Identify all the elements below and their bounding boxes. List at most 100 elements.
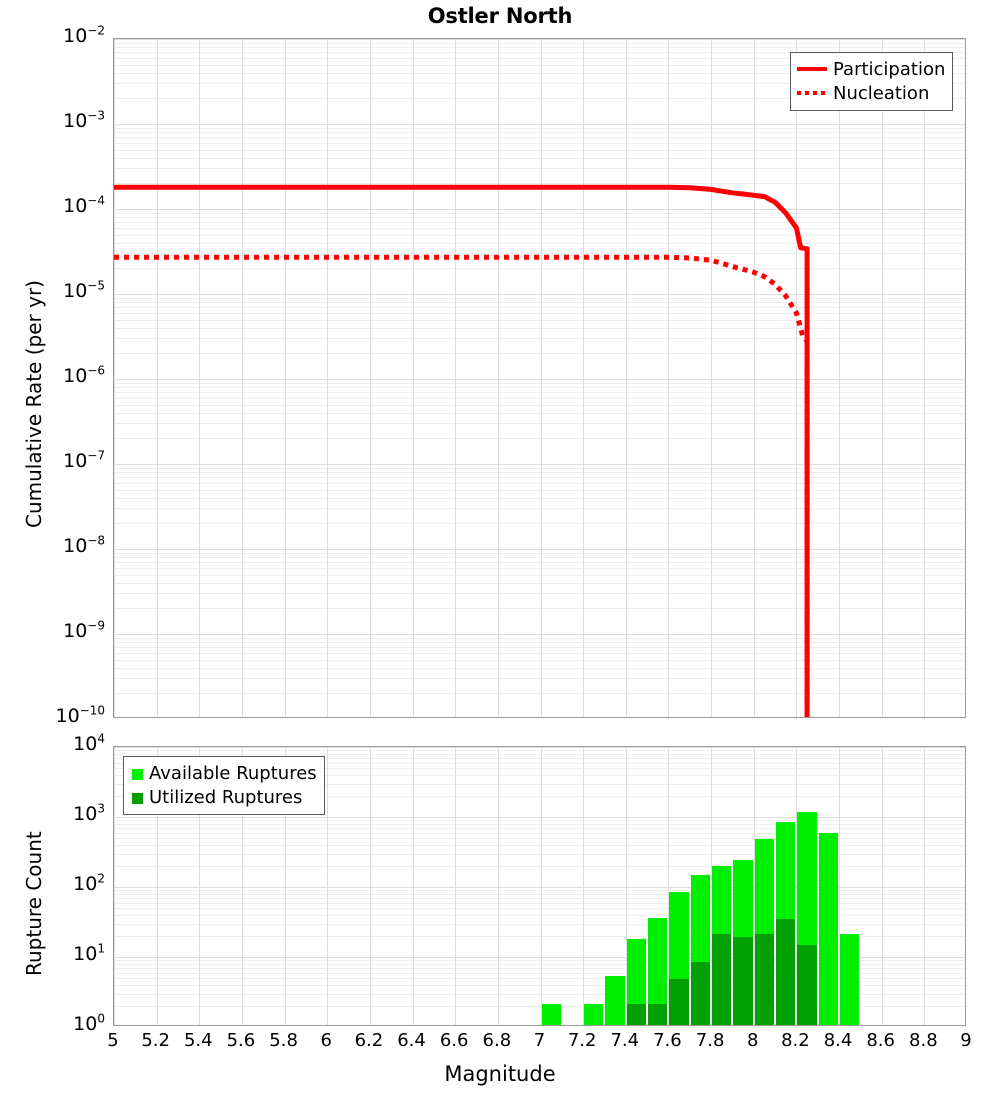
gridline <box>455 747 456 1025</box>
gridline <box>114 668 965 669</box>
x-tick-label: 6 <box>320 1030 332 1051</box>
utilized-ruptures-swatch-icon <box>130 789 146 805</box>
gridline <box>114 209 965 210</box>
gridline <box>114 908 965 909</box>
gridline <box>114 647 965 648</box>
gridline <box>839 39 840 717</box>
histogram-bar <box>541 747 561 1025</box>
gridline <box>114 747 965 748</box>
gridline <box>114 43 965 44</box>
gridline <box>114 894 965 895</box>
gridline <box>114 387 965 388</box>
gridline <box>114 824 965 825</box>
gridline <box>114 498 965 499</box>
histogram-bar <box>648 747 668 1025</box>
gridline <box>114 83 965 84</box>
gridline <box>114 52 965 53</box>
gridline <box>114 557 965 558</box>
gridline <box>114 678 965 679</box>
gridline <box>754 747 755 1025</box>
y-tick-label: 104 <box>73 731 105 755</box>
y-tick-label: 10−6 <box>63 363 105 387</box>
gridline <box>413 39 414 717</box>
gridline <box>114 268 965 269</box>
bar-segment-utilized <box>669 979 689 1025</box>
gridline <box>114 796 965 797</box>
gridline <box>114 960 965 961</box>
histogram-bar <box>712 747 732 1025</box>
gridline <box>114 854 965 855</box>
gridline <box>114 784 965 785</box>
x-tick-label: 8.2 <box>781 1030 810 1051</box>
gridline <box>114 405 965 406</box>
gridline <box>242 747 243 1025</box>
gridline <box>114 253 965 254</box>
page-title: Ostler North <box>427 4 573 28</box>
histogram-bar <box>754 747 775 1025</box>
legend-label-utilized-ruptures: Utilized Ruptures <box>149 786 303 808</box>
bar-segment-utilized <box>712 933 732 1025</box>
gridline <box>114 73 965 74</box>
y-tick-label: 10−3 <box>63 108 105 132</box>
gridline <box>114 132 965 133</box>
gridline <box>796 747 797 1025</box>
bar-segment-utilized <box>754 933 775 1025</box>
top-panel-y-axis-label: Cumulative Rate (per yr) <box>22 280 46 528</box>
gridline <box>754 39 755 717</box>
gridline <box>114 213 965 214</box>
y-tick-label: 10−10 <box>55 703 105 727</box>
x-tick-label: 5.2 <box>141 1030 170 1051</box>
gridline <box>114 828 965 829</box>
gridline <box>157 747 158 1025</box>
x-tick-label: 7 <box>533 1030 546 1051</box>
gridline <box>114 483 965 484</box>
bar-segment-available <box>605 976 625 1025</box>
y-tick-label: 10−7 <box>63 448 105 472</box>
gridline <box>114 653 965 654</box>
dotted-line-icon <box>797 85 827 101</box>
gridline <box>114 887 965 888</box>
top-panel-legend: Participation Nucleation <box>790 52 954 111</box>
histogram-bar <box>669 747 689 1025</box>
gridline <box>242 39 243 717</box>
gridline <box>668 39 669 717</box>
gridline <box>157 39 158 717</box>
gridline <box>114 294 965 295</box>
gridline <box>285 39 286 717</box>
gridline <box>668 747 669 1025</box>
gridline <box>114 235 965 236</box>
x-axis-label: Magnitude <box>444 1062 556 1086</box>
gridline <box>114 468 965 469</box>
gridline <box>114 924 965 925</box>
gridline <box>114 472 965 473</box>
bar-segment-available <box>648 917 668 1025</box>
bar-segment-utilized <box>776 918 796 1025</box>
gridline <box>114 693 965 694</box>
gridline <box>114 168 965 169</box>
gridline <box>114 307 965 308</box>
legend-item-available-ruptures: Available Ruptures <box>130 761 317 785</box>
gridline <box>114 964 965 965</box>
gridline <box>583 39 584 717</box>
legend-item-utilized-ruptures: Utilized Ruptures <box>130 785 317 809</box>
solid-line-icon <box>797 61 827 77</box>
legend-label-available-ruptures: Available Ruptures <box>149 762 317 784</box>
gridline <box>114 638 965 639</box>
x-tick-label: 7.8 <box>695 1030 725 1051</box>
gridline <box>114 575 965 576</box>
bottom-panel-plot-area <box>113 746 966 1026</box>
gridline <box>114 320 965 321</box>
gridline <box>413 747 414 1025</box>
legend-label-nucleation: Nucleation <box>833 82 930 104</box>
histogram-bar <box>584 747 604 1025</box>
gridline <box>114 438 965 439</box>
y-tick-label: 10−9 <box>63 618 105 642</box>
gridline <box>839 747 840 1025</box>
gridline <box>114 98 965 99</box>
nucleation-curve <box>114 254 810 717</box>
y-tick-label: 10−4 <box>63 193 105 217</box>
gridline <box>114 660 965 661</box>
gridline <box>114 833 965 834</box>
gridline <box>114 423 965 424</box>
y-tick-label: 100 <box>73 1011 105 1035</box>
